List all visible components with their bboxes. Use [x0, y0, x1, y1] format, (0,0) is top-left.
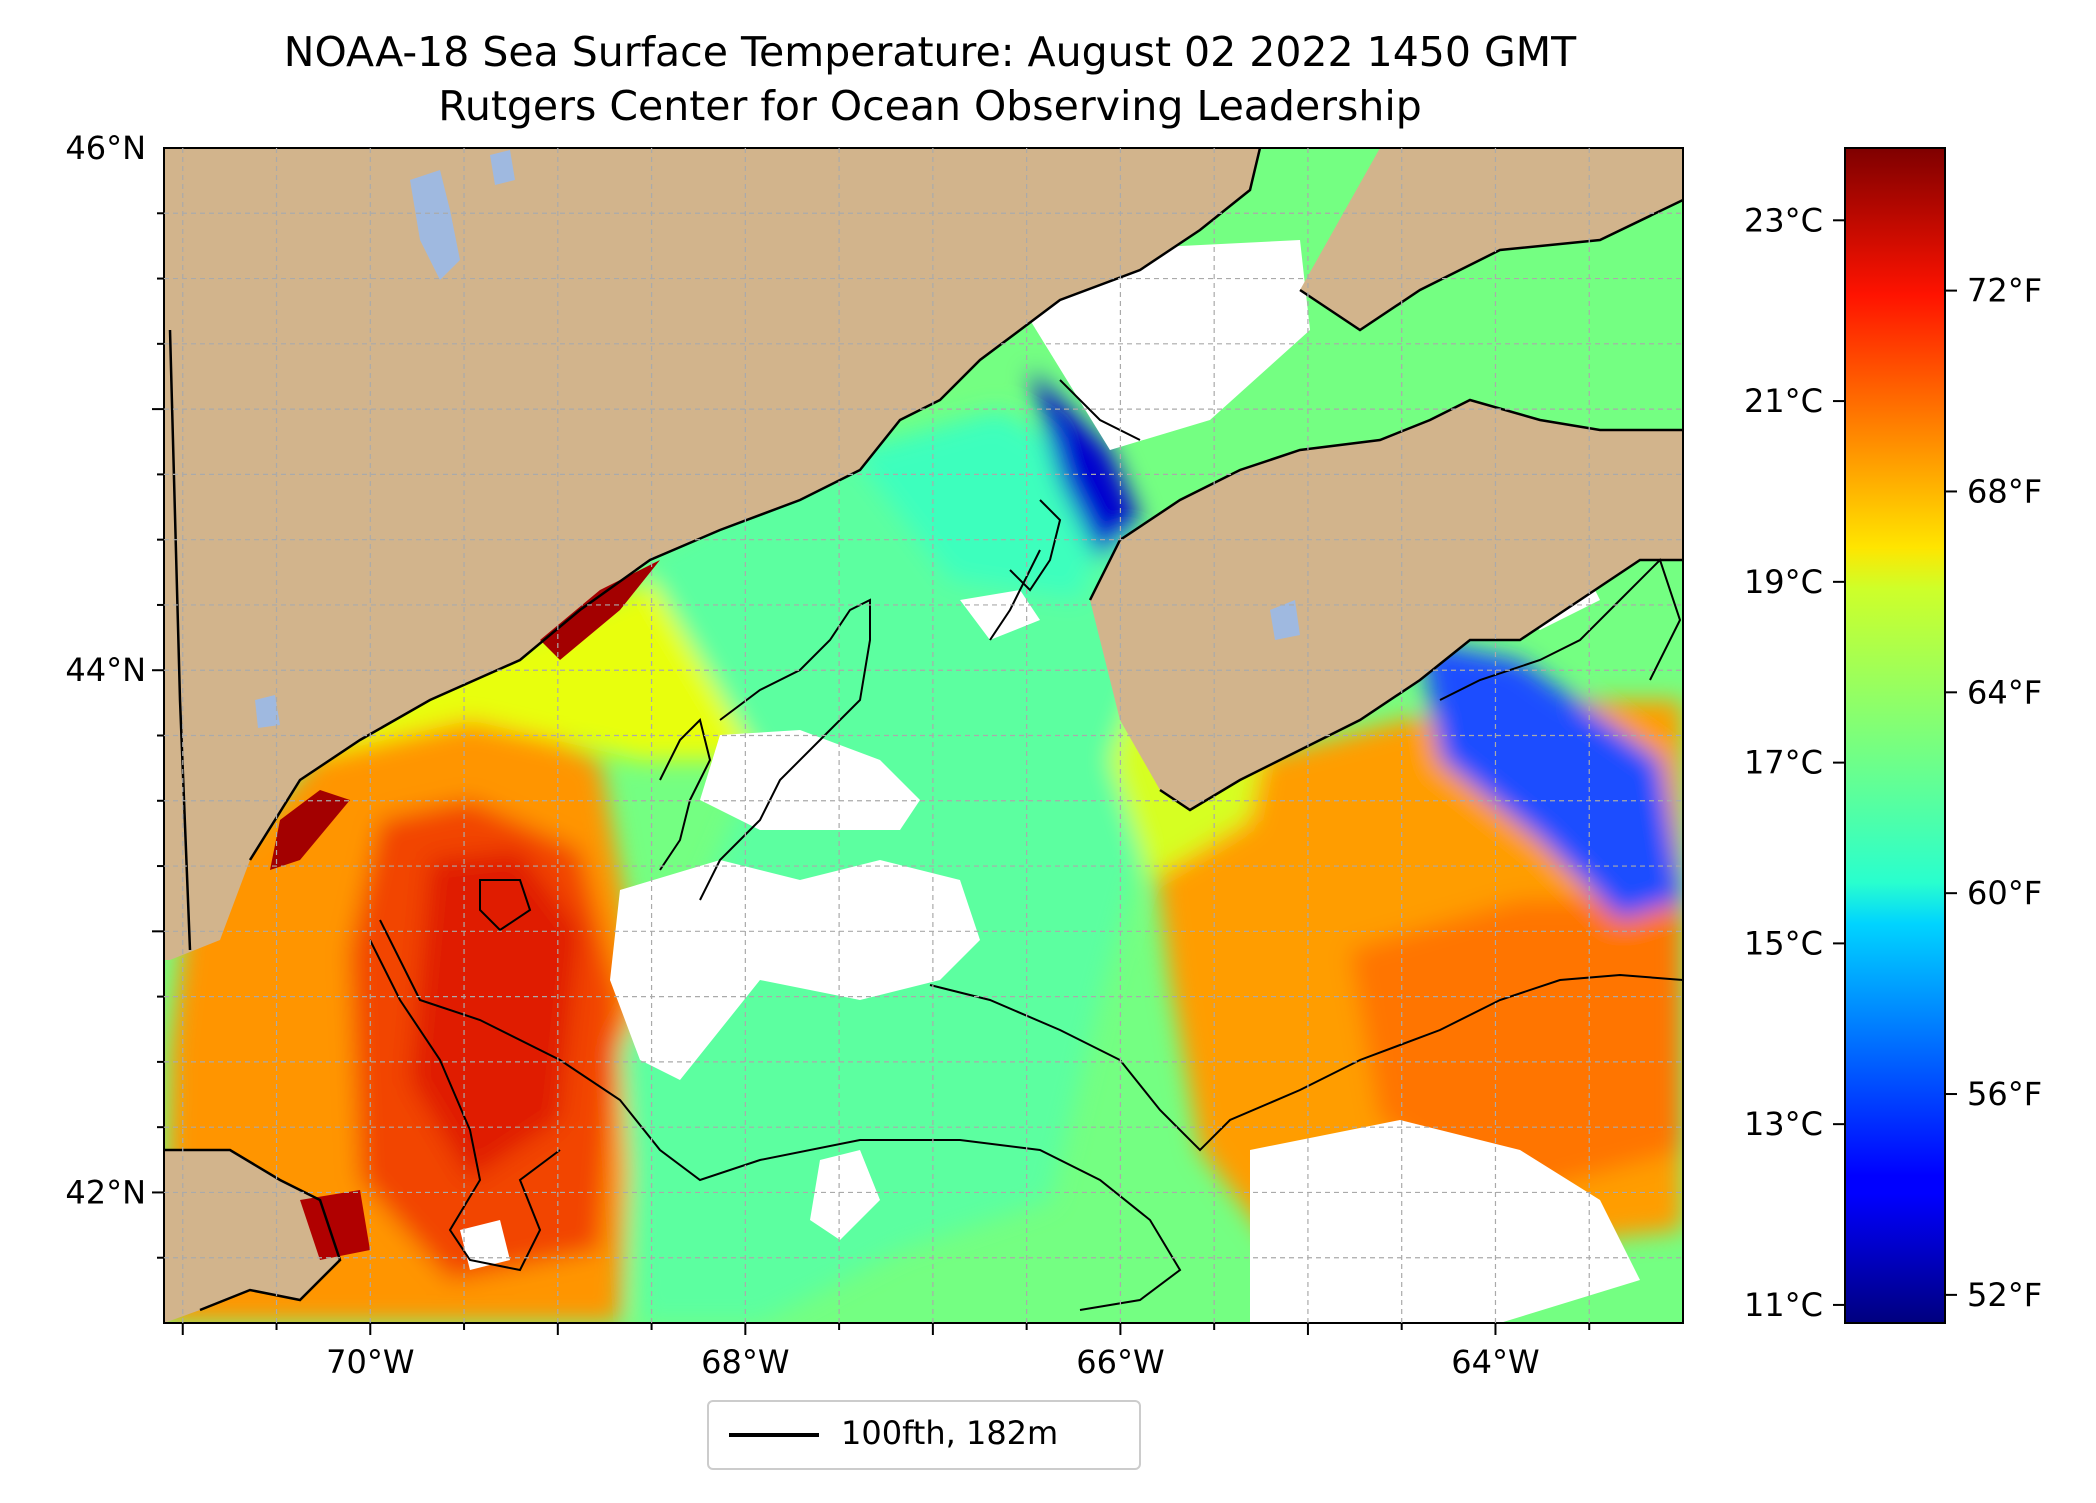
lon-tick-label: 68°W — [701, 1343, 789, 1381]
fahrenheit-tick-label: 72°F — [1967, 272, 2042, 310]
lon-tick-label: 64°W — [1451, 1343, 1539, 1381]
fahrenheit-tick-label: 56°F — [1967, 1075, 2042, 1113]
fahrenheit-tick-label: 64°F — [1967, 673, 2042, 711]
land — [164, 148, 1683, 1323]
celsius-tick-label: 23°C — [1744, 201, 1823, 239]
legend-line-swatch — [729, 1433, 819, 1437]
lon-tick-label: 70°W — [326, 1343, 414, 1381]
legend-label: 100fth, 182m — [841, 1414, 1059, 1452]
isobath-100fth — [369, 379, 1683, 1311]
legend: 100fth, 182m — [707, 1400, 1141, 1470]
chart-title: NOAA-18 Sea Surface Temperature: August … — [283, 28, 1577, 76]
lakes — [255, 150, 1300, 728]
fahrenheit-tick-label: 60°F — [1967, 874, 2042, 912]
fahrenheit-tick-label: 52°F — [1967, 1276, 2042, 1314]
fahrenheit-tick-label: 68°F — [1967, 472, 2042, 510]
coastal-warm-fringe — [270, 790, 350, 870]
map-axes: 70°W 68°W 66°W 64°W 46°N 44°N 42°N — [65, 129, 1591, 1381]
lon-tick-label: 66°W — [1076, 1343, 1164, 1381]
celsius-tick-label: 19°C — [1744, 563, 1823, 601]
lat-tick-label: 42°N — [65, 1173, 146, 1211]
coastlines — [164, 148, 1683, 1312]
celsius-tick-label: 15°C — [1744, 924, 1823, 962]
celsius-tick-label: 13°C — [1744, 1105, 1823, 1143]
cloud-mask — [460, 240, 1640, 1323]
gridlines — [164, 148, 1683, 1323]
lat-tick-label: 44°N — [65, 651, 146, 689]
celsius-tick-label: 11°C — [1744, 1286, 1823, 1324]
celsius-tick-label: 21°C — [1744, 382, 1823, 420]
colorbar-axes: 23°C 21°C 19°C 17°C 15°C 13°C 11°C 72°F 68°F 64°F… — [1744, 201, 2042, 1324]
chart-subtitle: Rutgers Center for Ocean Observing Leade… — [438, 82, 1422, 130]
coastal-warm-fringe — [540, 560, 660, 660]
cape-cod-bay-warm — [300, 1190, 370, 1260]
sst-field — [164, 370, 1683, 1323]
celsius-tick-label: 17°C — [1744, 744, 1823, 782]
lat-tick-label: 46°N — [65, 129, 146, 167]
colorbar — [1844, 147, 1946, 1324]
